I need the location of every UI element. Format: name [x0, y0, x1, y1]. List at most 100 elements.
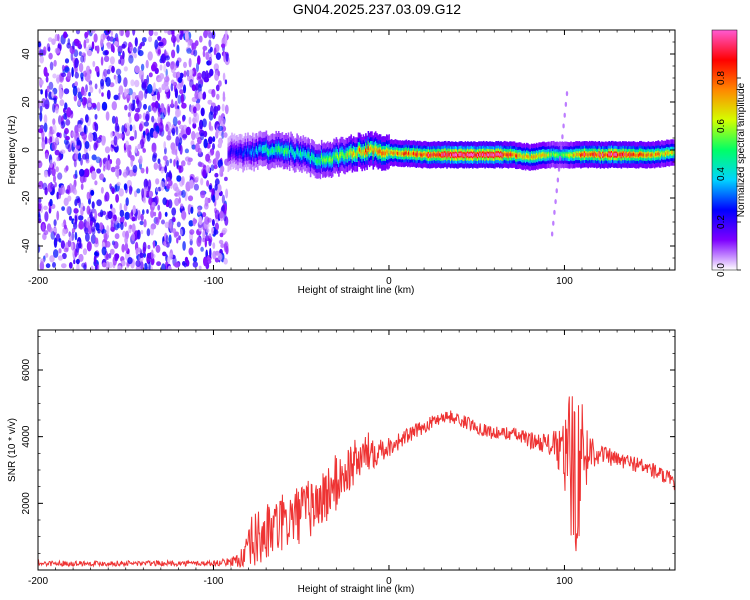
noise-blob: [200, 107, 205, 117]
noise-blob: [195, 83, 199, 91]
noise-blob: [130, 159, 134, 167]
ridge-segment: [612, 152, 614, 156]
noise-blob: [204, 238, 207, 248]
ridge-segment: [589, 153, 592, 157]
noise-blob: [205, 153, 211, 162]
colorbar-label: Normalized spectral amplitude: [736, 82, 747, 217]
ridge-segment: [623, 153, 625, 156]
noise-blob: [113, 94, 119, 101]
noise-blob: [58, 248, 62, 254]
noise-blob: [171, 30, 175, 37]
ridge-segment: [571, 154, 574, 157]
ridge-segment: [408, 151, 410, 155]
noise-blob: [73, 207, 79, 214]
ridge-segment: [281, 147, 284, 152]
ridge-segment: [351, 153, 354, 158]
noise-blob: [184, 31, 189, 40]
ridge-segment: [492, 153, 495, 157]
ridge-segment: [319, 160, 322, 164]
noise-blob: [78, 51, 82, 56]
noise-blob: [91, 102, 97, 108]
noise-blob: [214, 172, 219, 178]
noise-blob: [124, 221, 127, 227]
ridge-segment: [255, 148, 258, 152]
noise-blob: [44, 211, 49, 222]
ridge-segment: [645, 153, 647, 157]
noise-blob: [38, 41, 42, 48]
noise-blob: [66, 206, 71, 215]
ridge-segment: [605, 153, 608, 157]
noise-blob: [132, 164, 138, 173]
noise-blob: [50, 183, 55, 190]
noise-blob: [181, 189, 186, 198]
noise-blob: [171, 99, 174, 107]
noise-blob: [39, 105, 43, 113]
noise-blob: [43, 122, 48, 133]
noise-blob: [224, 104, 229, 115]
noise-blob: [221, 43, 226, 49]
streak-blob: [565, 91, 569, 97]
noise-blob: [145, 166, 149, 175]
noise-blob: [223, 258, 228, 265]
noise-blob: [128, 185, 133, 195]
noise-blob: [76, 137, 80, 146]
noise-blob: [150, 223, 157, 230]
noise-blob: [148, 261, 151, 270]
noise-blob: [191, 130, 196, 141]
noise-blob: [110, 220, 114, 230]
noise-blob: [202, 230, 206, 240]
noise-blob: [101, 246, 107, 256]
ridge-segment: [271, 148, 274, 153]
ridge-segment: [505, 153, 507, 157]
ridge-segment: [583, 152, 586, 156]
noise-blob: [161, 103, 165, 114]
ridge-segment: [291, 149, 293, 153]
noise-blob: [90, 216, 94, 222]
colorbar-tick-label: 0.2: [716, 215, 727, 229]
noise-blob: [44, 152, 49, 159]
noise-blob: [109, 248, 115, 255]
ridge-segment: [263, 147, 265, 151]
noise-blob: [73, 149, 79, 155]
noise-blob: [74, 153, 79, 161]
noise-blob: [116, 132, 120, 140]
noise-blob: [52, 262, 56, 268]
noise-blob: [48, 81, 54, 90]
ridge-segment: [420, 153, 422, 157]
ridge-segment: [524, 155, 527, 159]
ridge-segment: [273, 149, 275, 153]
noise-blob: [130, 103, 136, 111]
noise-blob: [179, 137, 183, 146]
noise-blob: [121, 243, 125, 253]
ridge-segment: [438, 153, 441, 157]
noise-blob: [195, 176, 199, 181]
noise-blob: [143, 262, 148, 270]
noise-blob: [172, 116, 178, 127]
noise-blob: [131, 216, 136, 222]
noise-blob: [161, 263, 166, 270]
noise-blob: [138, 155, 143, 165]
noise-blob: [40, 258, 45, 264]
noise-blob: [157, 36, 162, 41]
ridge-segment: [245, 151, 248, 155]
noise-blob: [225, 188, 229, 199]
noise-blob: [60, 120, 66, 128]
noise-blob: [163, 63, 167, 73]
noise-blob: [122, 50, 125, 60]
noise-blob: [176, 82, 183, 90]
noise-blob: [143, 188, 147, 198]
ridge-segment: [285, 148, 287, 152]
ridge-segment: [553, 152, 555, 156]
streak-blob: [553, 209, 556, 215]
noise-blob: [150, 209, 155, 218]
ridge-segment: [456, 153, 458, 157]
ridge-segment: [300, 151, 302, 156]
noise-blob: [142, 112, 146, 121]
noise-blob: [154, 100, 159, 109]
noise-blob: [93, 33, 98, 43]
noise-blob: [185, 126, 191, 136]
ridge-segment: [467, 153, 469, 156]
noise-blob: [187, 195, 194, 202]
noise-blob: [61, 206, 65, 212]
